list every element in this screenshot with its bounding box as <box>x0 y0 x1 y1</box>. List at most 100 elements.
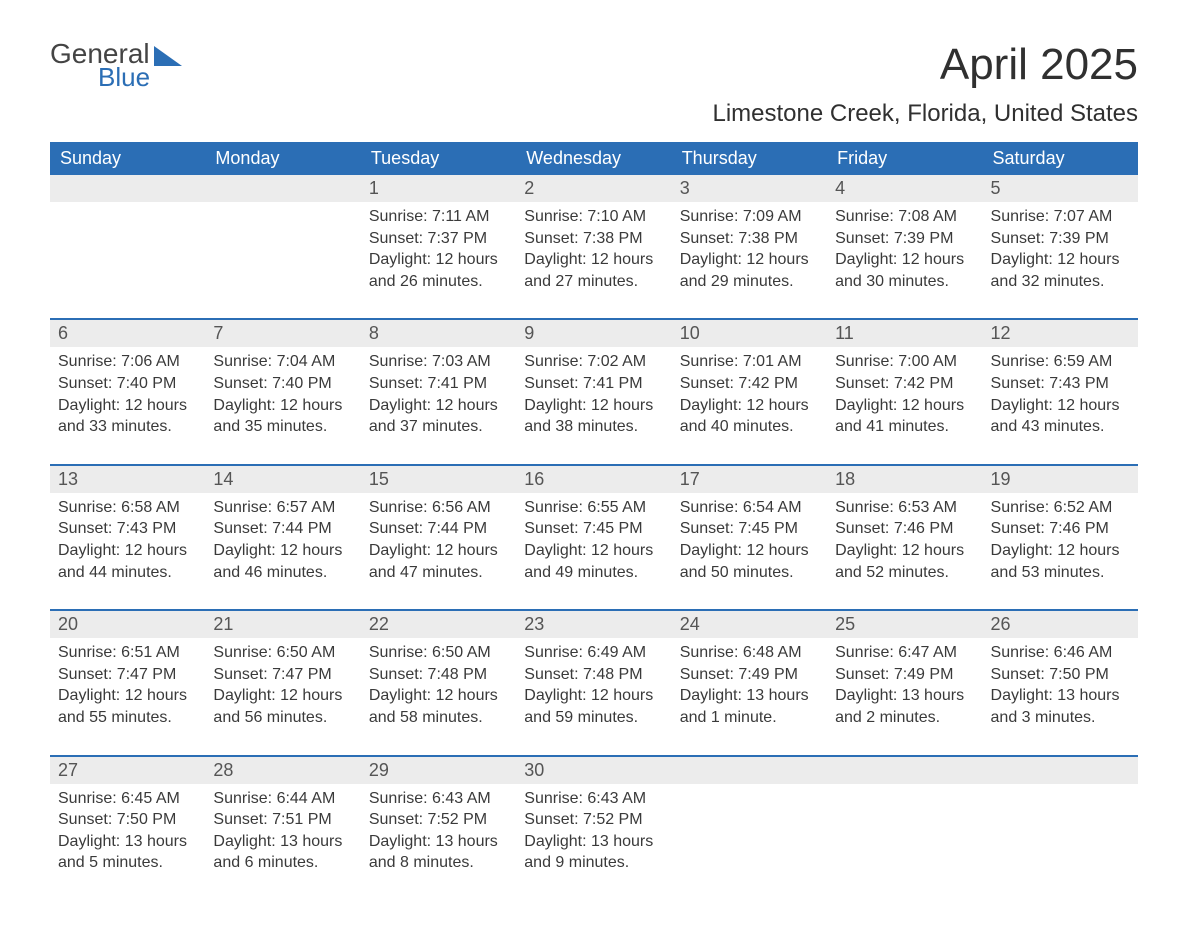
day-number: 10 <box>672 320 827 347</box>
day-details: Sunrise: 6:47 AMSunset: 7:49 PMDaylight:… <box>827 638 982 754</box>
sunset-text: Sunset: 7:44 PM <box>369 518 508 540</box>
day-details: Sunrise: 7:01 AMSunset: 7:42 PMDaylight:… <box>672 347 827 463</box>
day-details: Sunrise: 6:49 AMSunset: 7:48 PMDaylight:… <box>516 638 671 754</box>
day-details <box>827 784 982 864</box>
day-number: 4 <box>827 175 982 202</box>
day-cell: 18Sunrise: 6:53 AMSunset: 7:46 PMDayligh… <box>827 465 982 610</box>
daylight-text: Daylight: 13 hours and 6 minutes. <box>213 831 352 874</box>
sunrise-text: Sunrise: 7:09 AM <box>680 206 819 228</box>
daylight-text: Daylight: 13 hours and 2 minutes. <box>835 685 974 728</box>
day-number: 9 <box>516 320 671 347</box>
day-details: Sunrise: 6:56 AMSunset: 7:44 PMDaylight:… <box>361 493 516 609</box>
day-details: Sunrise: 6:45 AMSunset: 7:50 PMDaylight:… <box>50 784 205 900</box>
sunrise-text: Sunrise: 7:06 AM <box>58 351 197 373</box>
day-details: Sunrise: 6:46 AMSunset: 7:50 PMDaylight:… <box>983 638 1138 754</box>
day-details: Sunrise: 7:07 AMSunset: 7:39 PMDaylight:… <box>983 202 1138 318</box>
day-details: Sunrise: 7:00 AMSunset: 7:42 PMDaylight:… <box>827 347 982 463</box>
day-number: 5 <box>983 175 1138 202</box>
week-row: 20Sunrise: 6:51 AMSunset: 7:47 PMDayligh… <box>50 610 1138 755</box>
daylight-text: Daylight: 12 hours and 29 minutes. <box>680 249 819 292</box>
sunset-text: Sunset: 7:46 PM <box>835 518 974 540</box>
day-number: 29 <box>361 757 516 784</box>
weekday-header: Tuesday <box>361 142 516 175</box>
sunrise-text: Sunrise: 7:01 AM <box>680 351 819 373</box>
day-number <box>983 757 1138 784</box>
day-details: Sunrise: 6:53 AMSunset: 7:46 PMDaylight:… <box>827 493 982 609</box>
sunrise-text: Sunrise: 7:02 AM <box>524 351 663 373</box>
sunrise-text: Sunrise: 6:58 AM <box>58 497 197 519</box>
day-details: Sunrise: 7:04 AMSunset: 7:40 PMDaylight:… <box>205 347 360 463</box>
sunrise-text: Sunrise: 6:49 AM <box>524 642 663 664</box>
sunset-text: Sunset: 7:51 PM <box>213 809 352 831</box>
day-number: 17 <box>672 466 827 493</box>
day-details: Sunrise: 6:44 AMSunset: 7:51 PMDaylight:… <box>205 784 360 900</box>
daylight-text: Daylight: 13 hours and 9 minutes. <box>524 831 663 874</box>
day-number: 18 <box>827 466 982 493</box>
day-number: 8 <box>361 320 516 347</box>
day-details: Sunrise: 7:09 AMSunset: 7:38 PMDaylight:… <box>672 202 827 318</box>
day-details: Sunrise: 6:50 AMSunset: 7:48 PMDaylight:… <box>361 638 516 754</box>
day-cell: 12Sunrise: 6:59 AMSunset: 7:43 PMDayligh… <box>983 319 1138 464</box>
day-cell: 23Sunrise: 6:49 AMSunset: 7:48 PMDayligh… <box>516 610 671 755</box>
sunset-text: Sunset: 7:44 PM <box>213 518 352 540</box>
sunset-text: Sunset: 7:52 PM <box>524 809 663 831</box>
day-number <box>827 757 982 784</box>
day-number: 14 <box>205 466 360 493</box>
sunset-text: Sunset: 7:41 PM <box>524 373 663 395</box>
day-details: Sunrise: 6:48 AMSunset: 7:49 PMDaylight:… <box>672 638 827 754</box>
sunrise-text: Sunrise: 6:54 AM <box>680 497 819 519</box>
day-number: 20 <box>50 611 205 638</box>
day-number <box>50 175 205 202</box>
daylight-text: Daylight: 12 hours and 58 minutes. <box>369 685 508 728</box>
daylight-text: Daylight: 12 hours and 56 minutes. <box>213 685 352 728</box>
day-number: 3 <box>672 175 827 202</box>
day-cell: 21 Sunrise: 6:50 AMSunset: 7:47 PMDayligh… <box>205 610 360 755</box>
day-number: 2 <box>516 175 671 202</box>
week-row: 6Sunrise: 7:06 AMSunset: 7:40 PMDaylight… <box>50 319 1138 464</box>
day-cell: 30Sunrise: 6:43 AMSunset: 7:52 PMDayligh… <box>516 756 671 900</box>
sunset-text: Sunset: 7:40 PM <box>58 373 197 395</box>
day-cell: 9Sunrise: 7:02 AMSunset: 7:41 PMDaylight… <box>516 319 671 464</box>
day-number: 23 <box>516 611 671 638</box>
sunset-text: Sunset: 7:50 PM <box>991 664 1130 686</box>
sunset-text: Sunset: 7:48 PM <box>524 664 663 686</box>
sunset-text: Sunset: 7:38 PM <box>524 228 663 250</box>
sunrise-text: Sunrise: 7:08 AM <box>835 206 974 228</box>
calendar-body: 1Sunrise: 7:11 AMSunset: 7:37 PMDaylight… <box>50 175 1138 900</box>
day-details: Sunrise: 6:58 AMSunset: 7:43 PMDaylight:… <box>50 493 205 609</box>
sunset-text: Sunset: 7:39 PM <box>991 228 1130 250</box>
day-details: Sunrise: 7:11 AMSunset: 7:37 PMDaylight:… <box>361 202 516 318</box>
day-number: 27 <box>50 757 205 784</box>
week-row: 13Sunrise: 6:58 AMSunset: 7:43 PMDayligh… <box>50 465 1138 610</box>
calendar-page: General Blue April 2025 Limestone Creek,… <box>0 0 1188 940</box>
day-cell: 4Sunrise: 7:08 AMSunset: 7:39 PMDaylight… <box>827 175 982 319</box>
sunrise-text: Sunrise: 6:53 AM <box>835 497 974 519</box>
daylight-text: Daylight: 12 hours and 43 minutes. <box>991 395 1130 438</box>
day-cell: 16Sunrise: 6:55 AMSunset: 7:45 PMDayligh… <box>516 465 671 610</box>
day-cell: 11Sunrise: 7:00 AMSunset: 7:42 PMDayligh… <box>827 319 982 464</box>
day-details: Sunrise: 6:52 AMSunset: 7:46 PMDaylight:… <box>983 493 1138 609</box>
day-number: 28 <box>205 757 360 784</box>
week-row: 27Sunrise: 6:45 AMSunset: 7:50 PMDayligh… <box>50 756 1138 900</box>
day-details: Sunrise: 6:43 AMSunset: 7:52 PMDaylight:… <box>516 784 671 900</box>
daylight-text: Daylight: 12 hours and 55 minutes. <box>58 685 197 728</box>
weekday-header-row: Sunday Monday Tuesday Wednesday Thursday… <box>50 142 1138 175</box>
sunset-text: Sunset: 7:47 PM <box>213 664 352 686</box>
day-number: 26 <box>983 611 1138 638</box>
sunrise-text: Sunrise: 6:46 AM <box>991 642 1130 664</box>
day-number: 15 <box>361 466 516 493</box>
day-details: Sunrise: 7:10 AMSunset: 7:38 PMDaylight:… <box>516 202 671 318</box>
brand-logo: General Blue <box>50 40 182 90</box>
sunset-text: Sunset: 7:42 PM <box>680 373 819 395</box>
sunset-text: Sunset: 7:43 PM <box>58 518 197 540</box>
day-cell: 28Sunrise: 6:44 AMSunset: 7:51 PMDayligh… <box>205 756 360 900</box>
sunrise-text: Sunrise: 6:47 AM <box>835 642 974 664</box>
day-details <box>983 784 1138 864</box>
day-number: 16 <box>516 466 671 493</box>
daylight-text: Daylight: 12 hours and 32 minutes. <box>991 249 1130 292</box>
sunrise-text: Sunrise: 6:50 AM <box>213 642 352 664</box>
day-cell <box>205 175 360 319</box>
day-number: 21 <box>205 611 360 638</box>
day-details <box>205 202 360 282</box>
sunset-text: Sunset: 7:45 PM <box>524 518 663 540</box>
